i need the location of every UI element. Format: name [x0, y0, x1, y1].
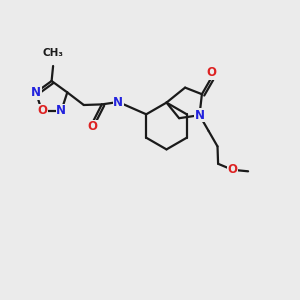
Text: O: O: [37, 104, 47, 117]
Text: N: N: [194, 109, 205, 122]
Text: N: N: [31, 86, 41, 99]
Text: O: O: [206, 66, 216, 79]
Text: N: N: [56, 104, 66, 117]
Text: CH₃: CH₃: [43, 48, 64, 58]
Text: O: O: [227, 163, 238, 176]
Text: O: O: [88, 120, 98, 134]
Text: N: N: [113, 95, 123, 109]
